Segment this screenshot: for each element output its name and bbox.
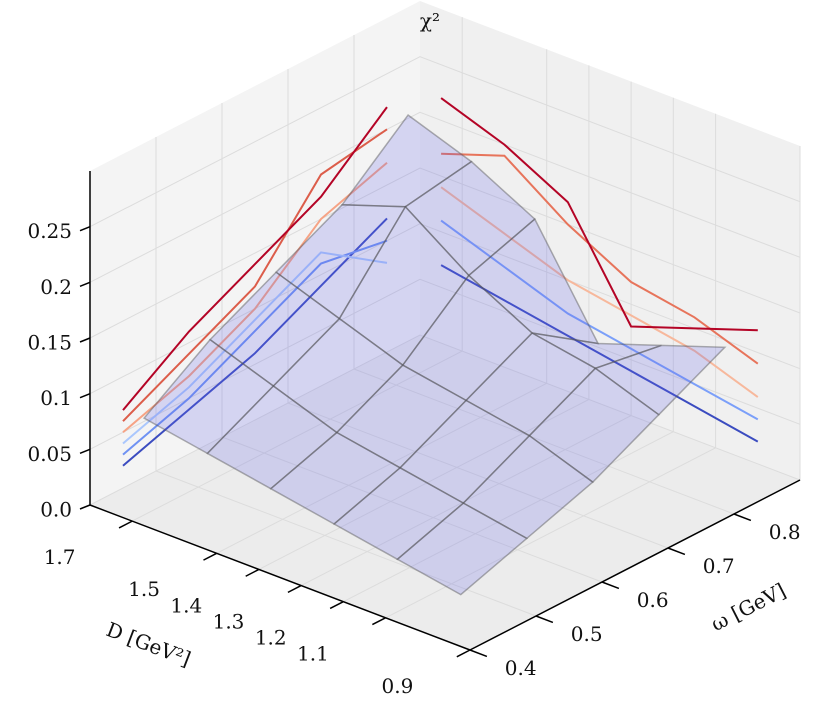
y-tick-label: 0.8 xyxy=(769,520,801,544)
surface-patch xyxy=(462,434,595,540)
y-projection xyxy=(122,217,388,467)
x-axis-label: D [GeV²] xyxy=(103,617,194,671)
x-projection xyxy=(441,152,759,365)
x-projection xyxy=(440,186,759,398)
x-tick xyxy=(118,520,133,529)
surface-patch xyxy=(208,271,341,387)
z-tick-label: 0.1 xyxy=(40,386,72,410)
y-projection xyxy=(122,106,388,411)
surface-patch xyxy=(404,160,536,277)
grid-line xyxy=(89,334,801,506)
z-tick-label: 0.2 xyxy=(40,275,72,299)
z-tick xyxy=(79,392,91,399)
y-tick xyxy=(535,615,554,624)
surface-patch xyxy=(272,317,404,434)
x-projection xyxy=(440,97,758,332)
surface-patch xyxy=(398,399,531,505)
surface-patch xyxy=(335,364,468,469)
grid-line xyxy=(89,56,801,228)
z-axis-label: χ² xyxy=(420,9,440,33)
surface-patch xyxy=(528,367,660,484)
z-tick xyxy=(79,448,91,455)
z-tick xyxy=(79,504,91,510)
y-tick-label: 0.7 xyxy=(703,554,735,578)
surface-patch xyxy=(531,332,662,370)
surface-patch xyxy=(593,344,727,416)
axis-line xyxy=(89,504,471,651)
x-projection xyxy=(440,219,759,421)
surface-patch xyxy=(274,204,407,320)
x-tick xyxy=(203,552,218,561)
grid-line xyxy=(89,223,801,395)
surface-patch xyxy=(340,114,473,208)
z-tick xyxy=(79,337,91,343)
z-tick-label: 0.15 xyxy=(27,331,72,355)
y-tick xyxy=(667,547,686,556)
x-tick-label: 0.9 xyxy=(381,674,413,698)
y-tick-label: 0.6 xyxy=(637,588,669,612)
surface-patch xyxy=(206,385,339,490)
y-tick xyxy=(733,513,752,522)
y-tick-label: 0.4 xyxy=(505,656,537,680)
y-tick xyxy=(601,581,620,590)
z-tick xyxy=(79,281,91,288)
y-projection xyxy=(122,128,388,422)
y-tick xyxy=(469,649,488,658)
x-tick-label: 1.4 xyxy=(170,593,202,617)
x-projection xyxy=(440,264,759,443)
z-tick-label: 0.25 xyxy=(27,219,72,243)
grid-line xyxy=(89,167,801,339)
axis-line xyxy=(469,479,801,651)
x-tick xyxy=(287,584,302,594)
surface-patch xyxy=(338,205,470,367)
x-tick-label: 1.2 xyxy=(255,626,287,650)
surface-patch xyxy=(401,274,534,402)
y-projection xyxy=(122,251,388,445)
z-tick xyxy=(79,225,91,232)
y-tick-label: 0.5 xyxy=(571,622,603,646)
z-tick-label: 0.05 xyxy=(27,442,72,466)
grid-line xyxy=(89,111,801,283)
x-tick xyxy=(329,600,344,610)
x-tick xyxy=(456,649,471,658)
x-tick xyxy=(245,568,260,577)
surface-patch xyxy=(332,466,465,561)
x-tick-label: 1.3 xyxy=(213,609,245,633)
x-tick-label: 1.5 xyxy=(128,577,160,601)
x-tick-label: 1.7 xyxy=(44,545,76,569)
grid-line xyxy=(89,278,801,450)
z-tick-label: 0.0 xyxy=(40,498,72,522)
surface-patch xyxy=(396,502,529,596)
surface-patch xyxy=(142,338,275,455)
surface-patch xyxy=(269,431,402,525)
surface-patch xyxy=(464,332,597,437)
y-axis-label: ω [GeV] xyxy=(707,578,790,636)
y-projection xyxy=(122,161,388,434)
x-tick-label: 1.1 xyxy=(297,642,329,666)
surface-patch xyxy=(467,217,600,345)
x-tick xyxy=(372,617,386,626)
